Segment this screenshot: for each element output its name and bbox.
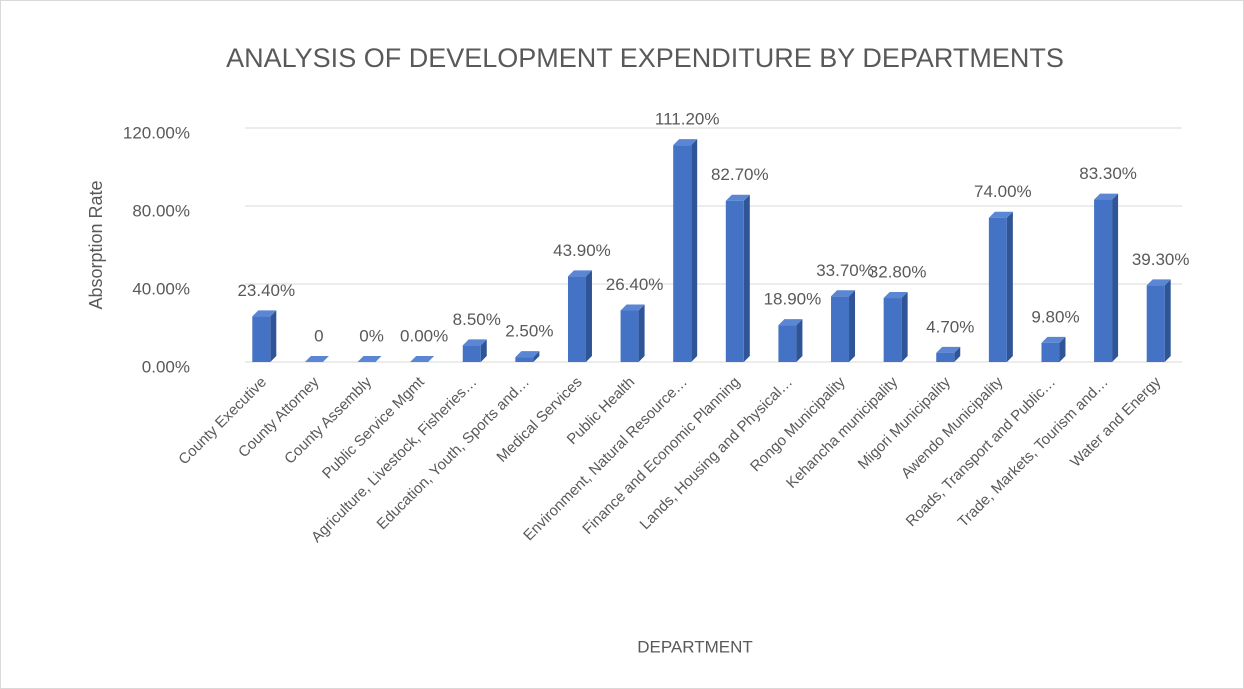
bar-front [1094, 199, 1113, 362]
bar-top [252, 310, 277, 317]
bar [410, 356, 435, 362]
data-label: 83.30% [1079, 164, 1137, 183]
bar-top [936, 346, 961, 353]
data-label: 26.40% [606, 275, 664, 294]
data-label: 23.40% [237, 281, 295, 300]
bar-side [1006, 211, 1013, 362]
bar [252, 310, 277, 362]
data-label: 82.70% [711, 165, 769, 184]
bar-side [796, 319, 803, 362]
data-label: 74.00% [974, 182, 1032, 201]
bar-front [515, 357, 534, 362]
bar-top [1041, 336, 1066, 343]
data-label: 0.00% [400, 326, 448, 345]
bar-top [883, 292, 908, 299]
data-label: 43.90% [553, 241, 611, 260]
bar-side [533, 351, 540, 362]
bar [778, 319, 803, 362]
bar [831, 290, 856, 362]
bar [673, 139, 698, 362]
bar [620, 304, 645, 362]
bar [988, 211, 1013, 362]
data-label: 111.20% [655, 110, 720, 129]
data-label: 8.50% [453, 310, 501, 329]
bar-front [567, 276, 586, 362]
bar [725, 194, 750, 362]
bar-side [849, 290, 856, 362]
bar [462, 339, 487, 362]
bar-side [585, 270, 592, 362]
bar [936, 346, 961, 362]
bar-front [883, 298, 902, 362]
x-axis-title: DEPARTMENT [637, 637, 753, 656]
data-label: 32.80% [869, 263, 927, 282]
bar [1146, 279, 1171, 362]
bar-side [1112, 193, 1119, 362]
bar [567, 270, 592, 362]
bar-side [1164, 279, 1171, 362]
bar-side [954, 346, 961, 362]
bar-front [252, 316, 271, 362]
y-tick-label: 80.00% [132, 201, 190, 220]
bar-top [778, 319, 803, 326]
bar [357, 356, 382, 362]
bar-top [673, 139, 698, 146]
bar-front [1146, 285, 1165, 362]
data-label: 0 [314, 326, 323, 345]
data-label: 4.70% [926, 317, 974, 336]
bar-front [673, 145, 692, 362]
y-axis-title: Absorption Rate [86, 180, 106, 309]
bar-top [410, 356, 435, 362]
data-label: 33.70% [816, 261, 874, 280]
bar-front [778, 325, 797, 362]
bar-front [1041, 342, 1060, 362]
bar [883, 292, 908, 362]
bar-front [936, 352, 955, 362]
bar-side [743, 194, 750, 362]
y-tick-label: 120.00% [123, 123, 190, 142]
bar-side [270, 310, 277, 362]
data-label: 2.50% [505, 322, 553, 341]
bar [1094, 193, 1119, 362]
bar-top [462, 339, 487, 346]
bar [515, 351, 540, 362]
bar-top [620, 304, 645, 311]
data-label: 0% [359, 326, 384, 345]
bar-front [831, 296, 850, 362]
bar-top [988, 211, 1013, 218]
bar-side [638, 304, 645, 362]
bar [304, 356, 329, 362]
bar-top [304, 356, 329, 362]
y-tick-label: 40.00% [132, 279, 190, 298]
bar-top [1146, 279, 1171, 286]
bar-side [901, 292, 908, 362]
bar-side [691, 139, 698, 362]
bar-side [480, 339, 487, 362]
bar-top [515, 351, 540, 358]
bar-front [620, 310, 639, 362]
bar-front [988, 217, 1007, 362]
data-label: 18.90% [764, 290, 822, 309]
bar-top [725, 194, 750, 201]
data-label: 39.30% [1132, 250, 1190, 269]
data-label: 9.80% [1031, 307, 1079, 326]
bar-front [462, 345, 481, 362]
bar-top [567, 270, 592, 277]
bar-top [831, 290, 856, 297]
bar [1041, 336, 1066, 362]
bar-side [1059, 336, 1066, 362]
chart-title: ANALYSIS OF DEVELOPMENT EXPENDITURE BY D… [226, 43, 1064, 73]
y-tick-label: 0.00% [142, 357, 190, 376]
bar-top [1094, 193, 1119, 200]
bar-top [357, 356, 382, 362]
bar-front [725, 200, 744, 362]
